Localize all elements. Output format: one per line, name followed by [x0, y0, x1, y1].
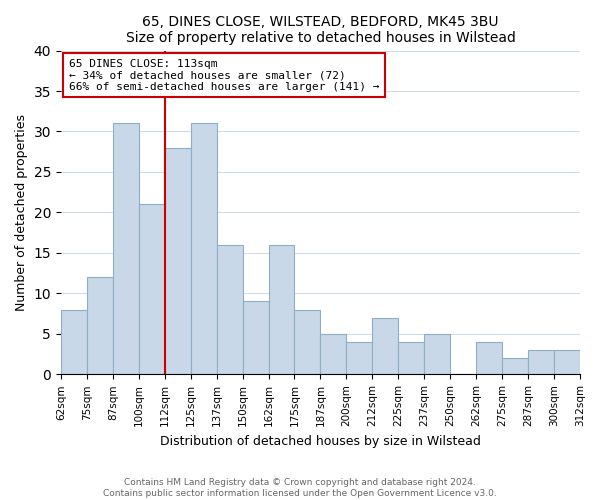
Bar	[242, 302, 269, 374]
Bar	[554, 350, 580, 374]
Bar	[502, 358, 528, 374]
Bar	[165, 148, 191, 374]
Bar	[295, 310, 320, 374]
Bar	[476, 342, 502, 374]
Bar	[320, 334, 346, 374]
Y-axis label: Number of detached properties: Number of detached properties	[15, 114, 28, 311]
Bar	[217, 245, 242, 374]
Bar	[139, 204, 165, 374]
Bar	[113, 124, 139, 374]
Bar	[87, 277, 113, 374]
Bar	[269, 245, 295, 374]
Bar	[528, 350, 554, 374]
Bar	[373, 318, 398, 374]
Text: Contains HM Land Registry data © Crown copyright and database right 2024.
Contai: Contains HM Land Registry data © Crown c…	[103, 478, 497, 498]
Bar	[61, 310, 87, 374]
Title: 65, DINES CLOSE, WILSTEAD, BEDFORD, MK45 3BU
Size of property relative to detach: 65, DINES CLOSE, WILSTEAD, BEDFORD, MK45…	[125, 15, 515, 45]
X-axis label: Distribution of detached houses by size in Wilstead: Distribution of detached houses by size …	[160, 434, 481, 448]
Bar	[424, 334, 450, 374]
Text: 65 DINES CLOSE: 113sqm
← 34% of detached houses are smaller (72)
66% of semi-det: 65 DINES CLOSE: 113sqm ← 34% of detached…	[68, 58, 379, 92]
Bar	[346, 342, 373, 374]
Bar	[191, 124, 217, 374]
Bar	[398, 342, 424, 374]
